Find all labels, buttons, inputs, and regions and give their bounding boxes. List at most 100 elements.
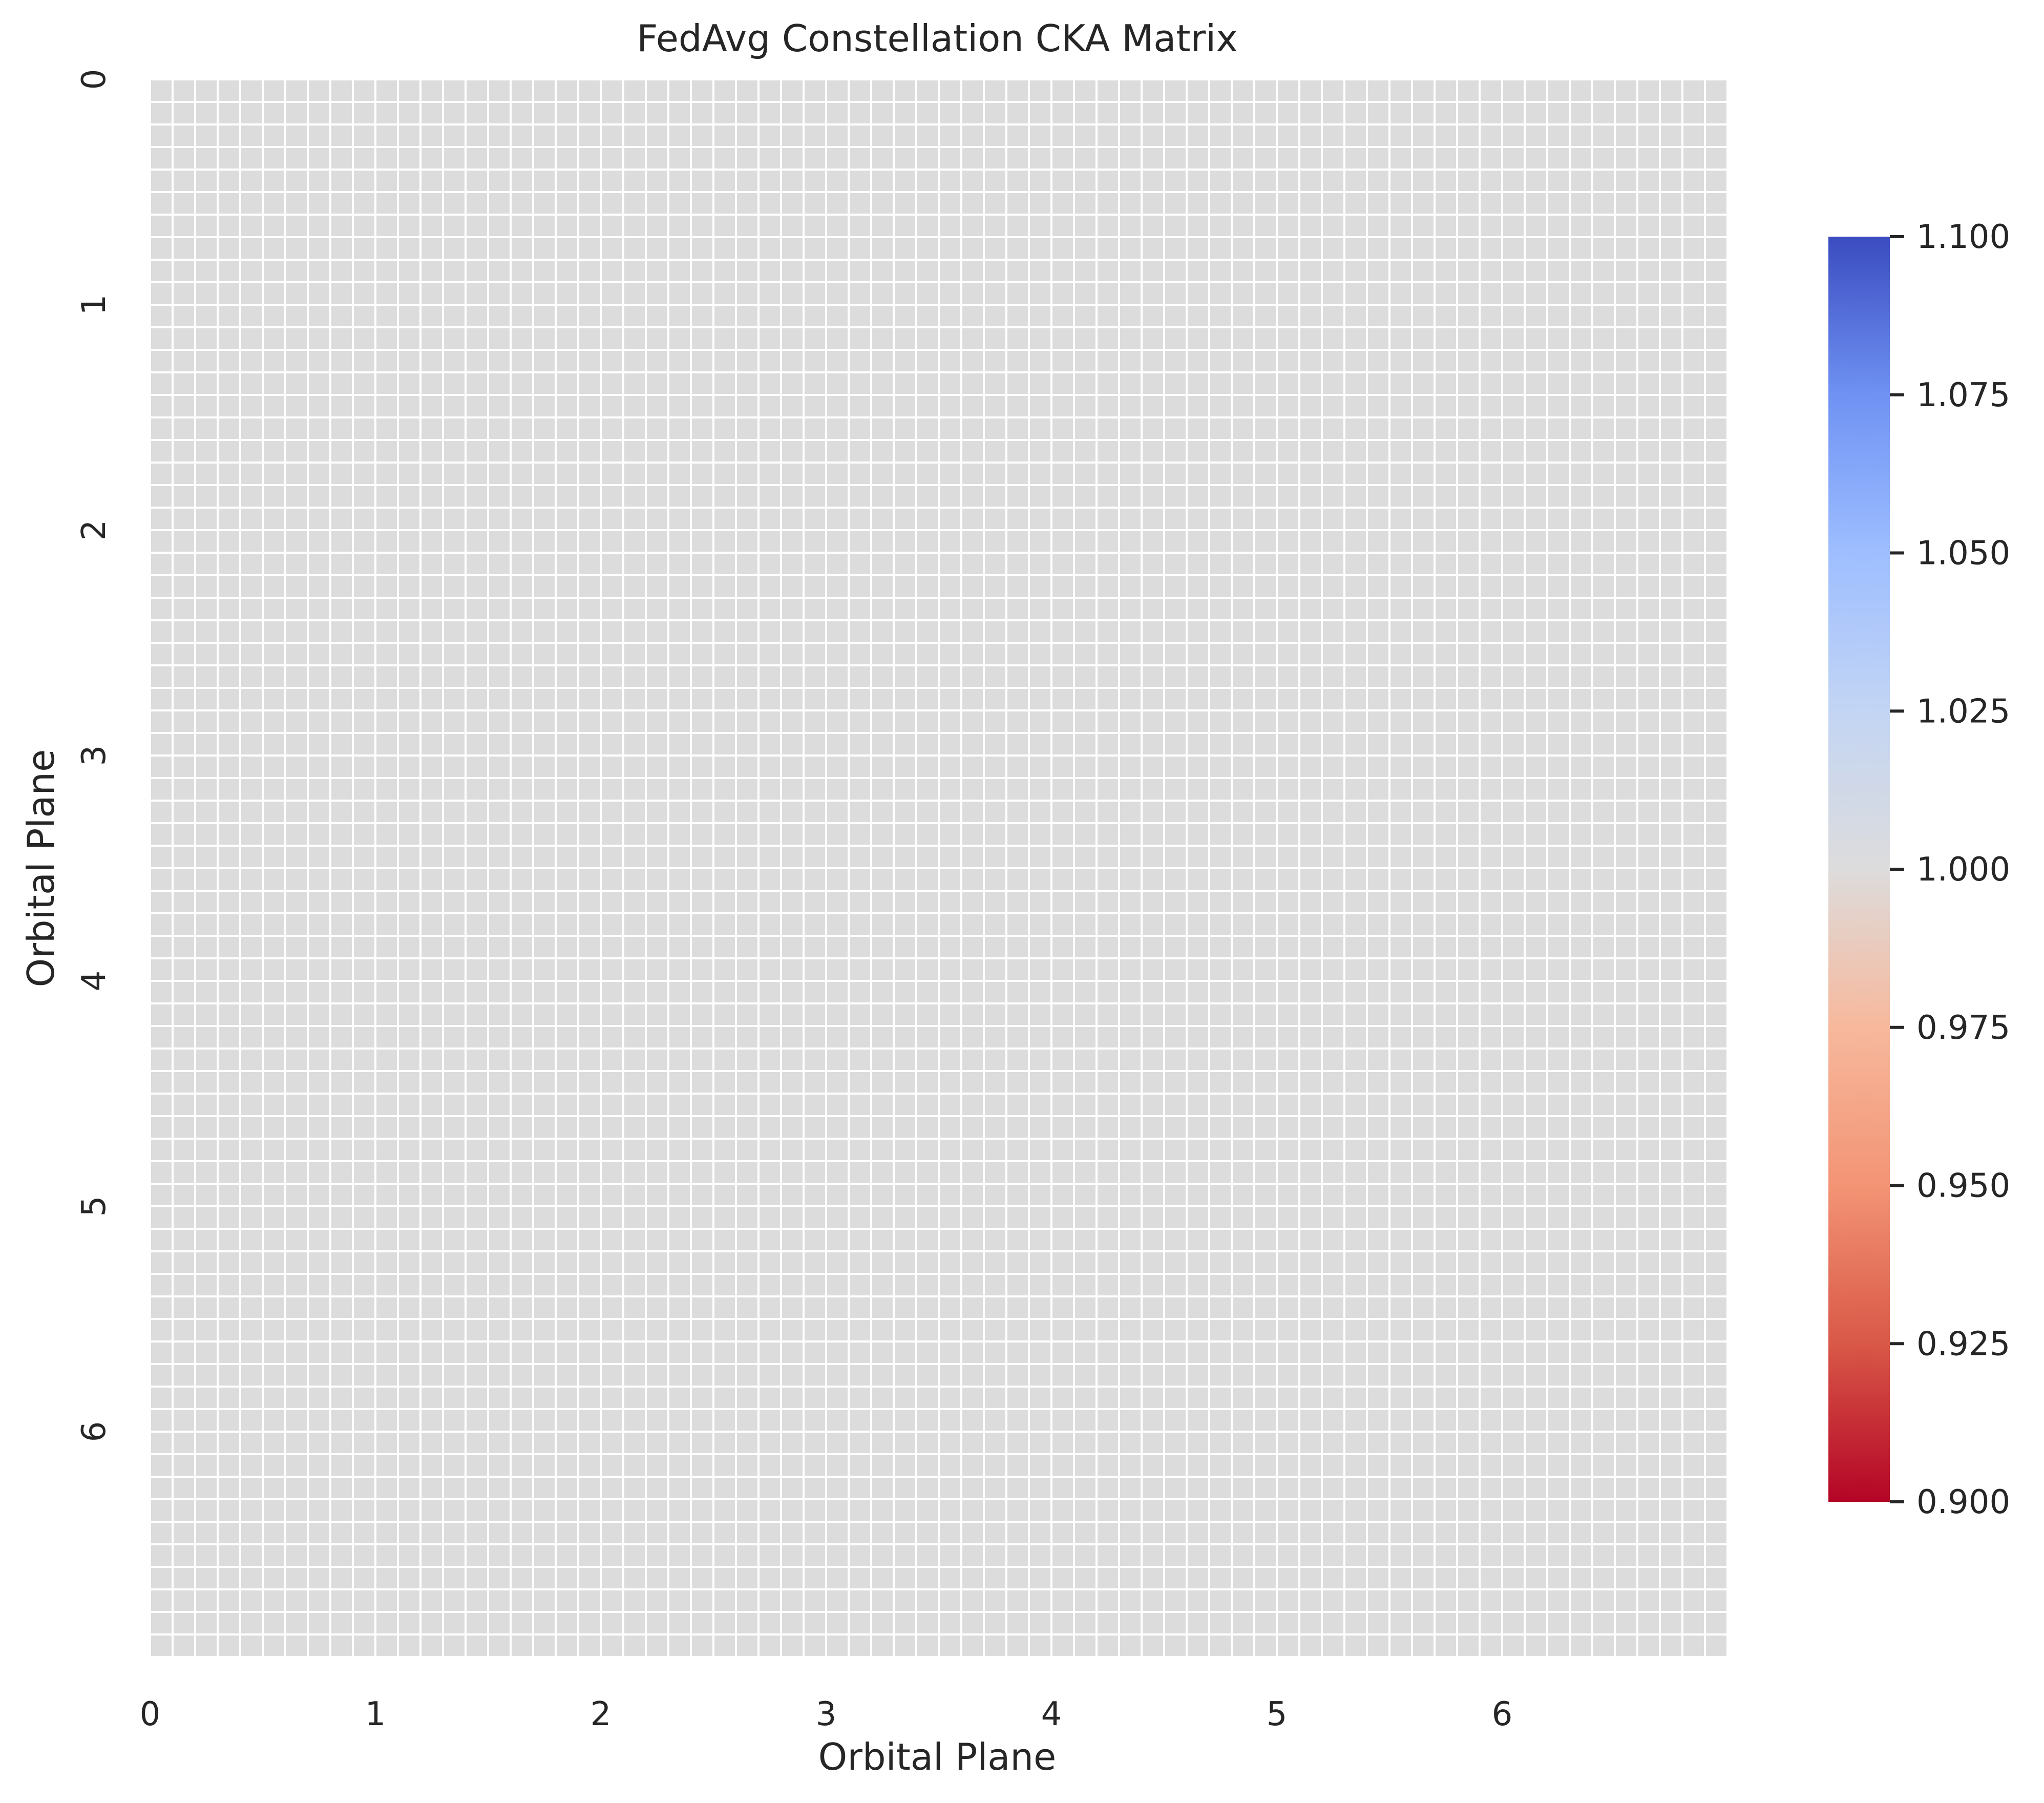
heatmap-cell	[645, 1453, 669, 1478]
heatmap-cell	[1321, 935, 1345, 959]
heatmap-cell	[1208, 687, 1233, 711]
heatmap-cell	[938, 304, 962, 328]
heatmap-cell	[1298, 664, 1323, 689]
heatmap-cell	[465, 1633, 489, 1658]
heatmap-cell	[487, 1453, 512, 1478]
heatmap-cell	[803, 1002, 827, 1027]
heatmap-cell	[555, 1183, 579, 1207]
heatmap-cell	[1704, 597, 1729, 621]
heatmap-cell	[1434, 1047, 1458, 1072]
heatmap-cell	[1005, 1363, 1030, 1388]
heatmap-cell	[1456, 259, 1481, 283]
heatmap-cell	[735, 1498, 760, 1523]
heatmap-cell	[780, 236, 805, 261]
heatmap-cell	[1524, 1183, 1548, 1207]
heatmap-cell	[1681, 123, 1706, 148]
heatmap-cell	[848, 822, 872, 847]
heatmap-cell	[1186, 822, 1210, 847]
heatmap-cell	[915, 1205, 940, 1230]
heatmap-cell	[1231, 101, 1255, 125]
heatmap-cell	[194, 574, 219, 599]
heatmap-cell	[825, 619, 850, 644]
heatmap-cell	[1704, 1070, 1729, 1095]
heatmap-cell	[1343, 304, 1368, 328]
heatmap-cell	[780, 1453, 805, 1478]
heatmap-cell	[757, 259, 782, 283]
heatmap-cell	[1186, 552, 1210, 576]
heatmap-cell	[1614, 1183, 1638, 1207]
heatmap-cell	[1681, 597, 1706, 621]
heatmap-cell	[1546, 416, 1571, 441]
heatmap-cell	[1050, 1408, 1075, 1433]
heatmap-cell	[1659, 529, 1683, 554]
heatmap-cell	[893, 800, 917, 824]
heatmap-cell	[1343, 754, 1368, 779]
heatmap-cell	[1411, 1521, 1436, 1545]
heatmap-cell	[1569, 867, 1593, 892]
heatmap-cell	[1388, 732, 1413, 757]
heatmap-cell	[352, 1183, 376, 1207]
heatmap-cell	[419, 980, 444, 1004]
heatmap-cell	[1388, 1002, 1413, 1027]
heatmap-cell	[1050, 507, 1075, 531]
heatmap-cell	[938, 912, 962, 937]
heatmap-cell	[419, 1453, 444, 1478]
heatmap-cell	[1095, 1205, 1120, 1230]
heatmap-cell	[1343, 394, 1368, 418]
heatmap-cell	[1231, 1453, 1255, 1478]
heatmap-cell	[1028, 800, 1052, 824]
x-tick-label: 2	[591, 1695, 612, 1733]
heatmap-cell	[1028, 462, 1052, 486]
heatmap-cell	[600, 371, 624, 396]
heatmap-cell	[352, 1386, 376, 1410]
heatmap-cell	[217, 1250, 241, 1275]
heatmap-cell	[1253, 1070, 1278, 1095]
heatmap-cell	[397, 236, 422, 261]
heatmap-cell	[780, 597, 805, 621]
heatmap-cell	[1659, 552, 1683, 576]
heatmap-cell	[577, 1002, 602, 1027]
heatmap-cell	[1321, 439, 1345, 464]
heatmap-cell	[262, 281, 286, 306]
heatmap-cell	[622, 146, 647, 171]
heatmap-cell	[1321, 957, 1345, 982]
heatmap-cell	[1456, 597, 1481, 621]
heatmap-cell	[374, 191, 399, 216]
heatmap-cell	[487, 1318, 512, 1343]
heatmap-cell	[194, 349, 219, 373]
heatmap-cell	[284, 1566, 309, 1590]
heatmap-cell	[1659, 1205, 1683, 1230]
heatmap-cell	[645, 169, 669, 193]
heatmap-cell	[645, 439, 669, 464]
heatmap-cell	[1501, 574, 1526, 599]
heatmap-cell	[757, 236, 782, 261]
heatmap-cell	[352, 259, 376, 283]
heatmap-cell	[1298, 912, 1323, 937]
heatmap-cell	[262, 777, 286, 802]
heatmap-cell	[1524, 462, 1548, 486]
heatmap-cell	[1411, 1093, 1436, 1117]
heatmap-cell	[1456, 1318, 1481, 1343]
heatmap-cell	[239, 1160, 264, 1185]
heatmap-cell	[1186, 1047, 1210, 1072]
heatmap-cell	[1366, 1070, 1390, 1095]
heatmap-cell	[419, 912, 444, 937]
heatmap-cell	[577, 462, 602, 486]
heatmap-cell	[1388, 1588, 1413, 1613]
heatmap-cell	[983, 349, 1007, 373]
heatmap-cell	[1050, 664, 1075, 689]
heatmap-cell	[577, 1476, 602, 1500]
heatmap-cell	[938, 349, 962, 373]
heatmap-cell	[284, 281, 309, 306]
heatmap-cell	[915, 1070, 940, 1095]
heatmap-cell	[1681, 1408, 1706, 1433]
heatmap-cell	[803, 123, 827, 148]
heatmap-cell	[1456, 845, 1481, 869]
heatmap-cell	[915, 1115, 940, 1140]
heatmap-cell	[1366, 1002, 1390, 1027]
heatmap-cell	[532, 101, 557, 125]
heatmap-cell	[1298, 1431, 1323, 1455]
heatmap-cell	[1073, 1002, 1098, 1027]
heatmap-cell	[1073, 1273, 1098, 1297]
heatmap-cell	[1050, 552, 1075, 576]
